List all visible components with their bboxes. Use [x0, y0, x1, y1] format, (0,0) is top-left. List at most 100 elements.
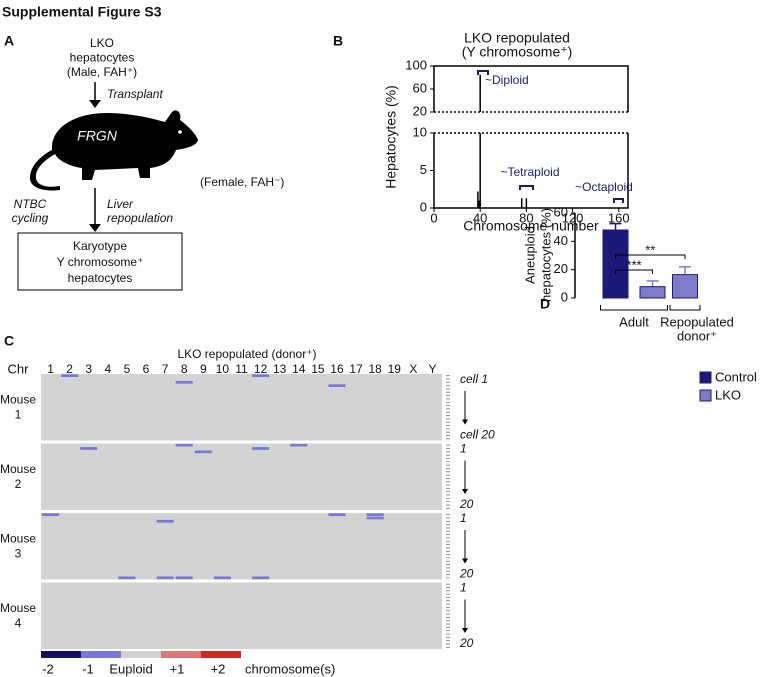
donor-label: (Male, FAH⁺)	[67, 65, 137, 79]
x-tick-label: 80	[519, 210, 533, 225]
chromosome-label: 16	[330, 362, 344, 376]
donor-label: hepatocytes	[70, 51, 135, 65]
cell-label: 20	[459, 567, 474, 581]
aneuploidy-mark	[252, 576, 270, 580]
bracket	[613, 198, 624, 203]
y-tick-label: 0	[420, 199, 427, 214]
cell-label: 20	[459, 636, 474, 650]
chromosome-label: 4	[104, 362, 111, 376]
legend-label: LKO	[715, 387, 741, 402]
x-tick-label: 40	[473, 210, 487, 225]
aneuploidy-mark	[328, 384, 346, 387]
figure-title: Supplemental Figure S3	[2, 4, 162, 20]
aneuploidy-mark	[366, 513, 384, 517]
legend-label: +1	[170, 661, 185, 676]
aneuploidy-mark	[252, 447, 270, 450]
cell-arrow-head	[462, 558, 468, 564]
aneuploidy-mark	[118, 576, 136, 580]
aneuploidy-mark	[328, 513, 346, 517]
aneuploidy-mark	[61, 374, 79, 378]
y-tick-label: 5	[420, 162, 427, 177]
group-bracket	[669, 305, 701, 311]
legend-swatch	[121, 651, 161, 658]
aneuploidy-mark	[156, 576, 174, 580]
legend-swatch	[699, 389, 712, 402]
mouse-label: Mouse	[0, 462, 36, 476]
mouse-label: 1	[15, 407, 22, 421]
chromosome-label: 18	[368, 362, 382, 376]
chromosome-label: 5	[124, 362, 131, 376]
category-label: Adult	[619, 314, 649, 329]
mouse-label: Mouse	[0, 392, 36, 406]
legend-label: -2	[42, 661, 54, 676]
chromosome-label: 6	[143, 362, 150, 376]
bar	[602, 229, 629, 299]
chromosome-label: 8	[181, 362, 188, 376]
chromosome-label: 13	[273, 362, 287, 376]
x-axis-label: Chromosome number	[463, 218, 599, 234]
aneuploidy-mark	[175, 380, 193, 384]
axis-frame	[433, 65, 629, 112]
y-tick-label: 20	[554, 261, 568, 276]
category-label: Repopulated	[660, 314, 734, 329]
y-tick-label: 10	[413, 124, 427, 139]
aneuploidy-mark	[42, 513, 60, 517]
chromosome-label: 3	[85, 362, 92, 376]
annotation: ~Octaploid	[575, 180, 633, 194]
annotation: ~Diploid	[485, 73, 529, 87]
x-tick-label: 120	[562, 210, 584, 225]
aneuploidy-mark	[175, 443, 193, 447]
step-label: Transplant	[107, 87, 163, 101]
chromosome-label: 11	[235, 362, 248, 376]
result-label: Karyotype	[73, 239, 127, 253]
chromosome-label: 1	[47, 362, 54, 376]
annotation: ~Tetraploid	[500, 165, 559, 179]
cell-label: cell 20	[460, 428, 495, 442]
result-label: Y chromosome⁺	[57, 255, 144, 269]
heatmap-block	[41, 374, 442, 441]
heatmap-block	[41, 443, 442, 510]
chromosome-label: 19	[388, 362, 402, 376]
mouse-label: Mouse	[0, 531, 36, 545]
legend-label: Euploid	[109, 661, 152, 676]
y-tick-label: 100	[405, 57, 427, 72]
category-label: donor⁺	[677, 328, 717, 343]
significance-label: ***	[626, 257, 641, 272]
significance-label: **	[645, 242, 655, 257]
legend-swatch	[41, 651, 81, 658]
x-tick-label: 0	[430, 210, 437, 225]
chromosome-label: 17	[349, 362, 363, 376]
result-box	[17, 232, 183, 291]
mouse-eye	[178, 130, 182, 134]
chromosome-label: 2	[66, 362, 73, 376]
step-label: Liver	[107, 197, 134, 211]
y-axis-label: Aneuploid	[522, 226, 537, 284]
panel-label: B	[333, 33, 343, 49]
y-tick-label: 60	[554, 204, 568, 219]
aneuploidy-mark	[213, 576, 231, 580]
y-axis-label: Hepatocytes (%)	[383, 85, 399, 188]
legend-label: +2	[211, 661, 226, 676]
legend-swatch	[201, 651, 241, 658]
chart-subtitle: (Y chromosome⁺)	[462, 44, 573, 60]
step-label: repopulation	[107, 211, 173, 225]
y-tick-label: 0	[561, 289, 568, 304]
cell-label: 1	[460, 581, 467, 595]
legend-label: -1	[82, 661, 94, 676]
chromosome-label: 7	[162, 362, 169, 376]
chart-title: LKO repopulated	[464, 30, 570, 46]
cell-label: cell 1	[460, 372, 488, 386]
arrow-head	[89, 224, 101, 232]
bracket	[477, 70, 489, 75]
row-label: Chr	[8, 361, 30, 376]
cell-label: 1	[460, 511, 467, 525]
cell-arrow-head	[462, 628, 468, 633]
legend-label: Control	[715, 369, 757, 384]
aneuploidy-mark	[290, 443, 308, 447]
significance-bracket	[615, 254, 686, 259]
diagram-a	[17, 82, 198, 291]
aneuploidy-mark	[156, 519, 174, 523]
mouse-label: 3	[15, 546, 22, 560]
bracket	[519, 185, 534, 190]
